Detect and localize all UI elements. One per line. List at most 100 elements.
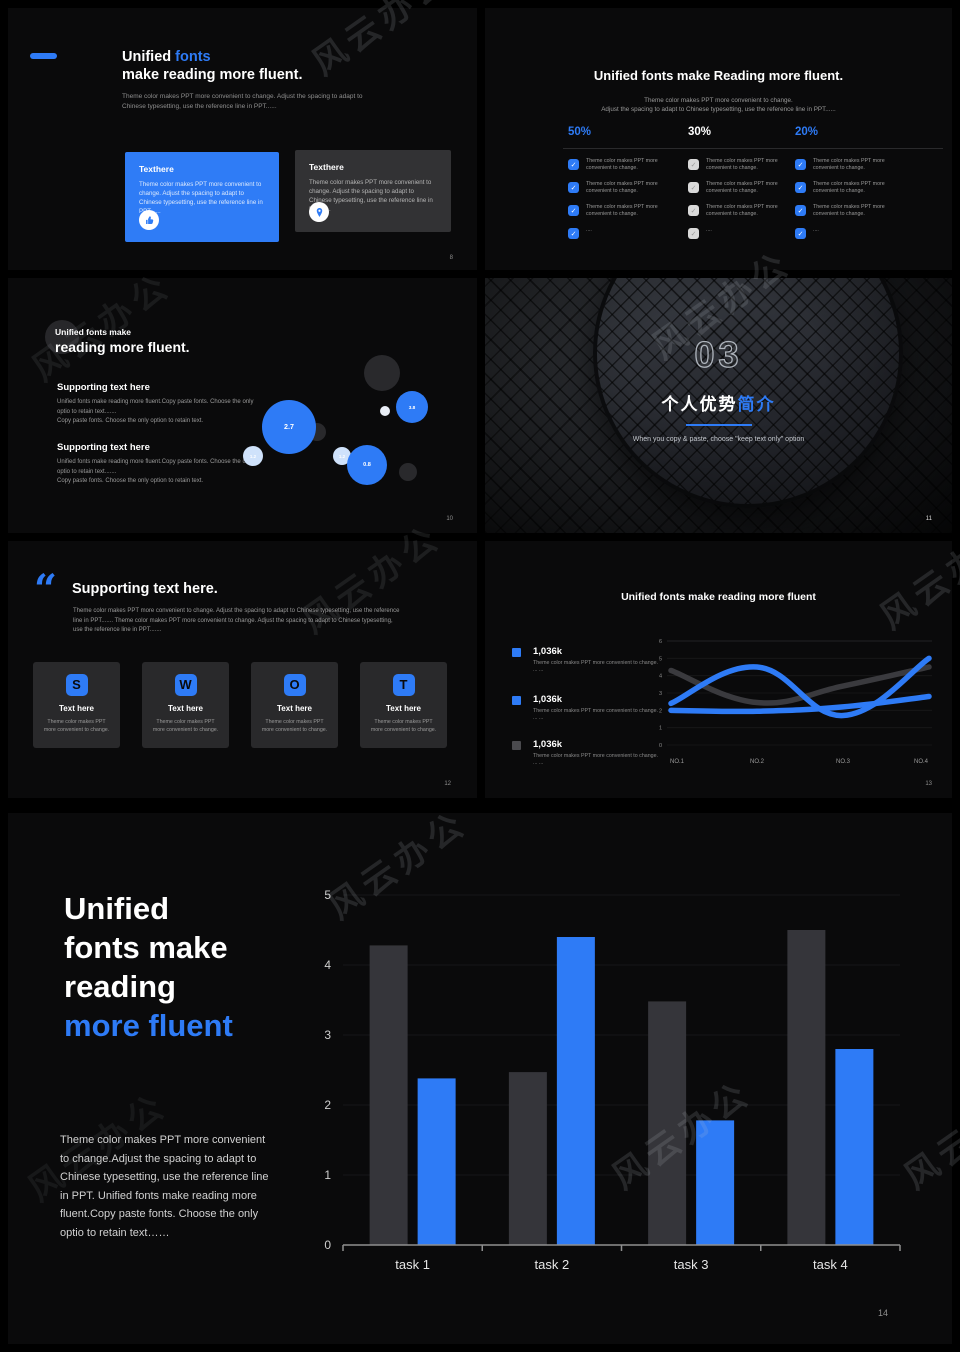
checkbox-icon: ✓ (568, 228, 579, 239)
legend-value: 1,036k (533, 694, 563, 705)
svg-text:1: 1 (659, 726, 662, 732)
legend-more: ... ... (533, 667, 544, 673)
bubble-decor (399, 463, 417, 481)
divider-line (563, 148, 943, 149)
slide-11[interactable]: 03 个人优势简介 When you copy & paste, choose … (485, 278, 952, 533)
legend-more: ... ... (533, 760, 544, 766)
bar-chart: 0 1 2 3 4 5 task 1 task 2 task 3 task 4 (324, 888, 901, 1272)
checklist-item: ✓.... (688, 227, 800, 239)
legend-more: ... ... (533, 715, 544, 721)
swot-card-t[interactable]: T Text here Theme color makes PPT more c… (360, 662, 447, 748)
section-body-line: Unified fonts make reading more fluent.C… (57, 459, 254, 475)
accent-dash (30, 53, 57, 59)
section-title: Supporting text here (57, 382, 150, 393)
thumbs-up-icon (139, 210, 159, 230)
checkbox-icon: ✓ (795, 159, 806, 170)
letter-badge: O (283, 674, 306, 696)
checklist-item: ✓ Theme color makes PPT more convenient t… (688, 158, 800, 172)
swot-card-s[interactable]: S Text here Theme color makes PPT more c… (33, 662, 120, 748)
checkbox-icon: ✓ (568, 182, 579, 193)
section-number: 03 (694, 333, 743, 375)
bubble-3.8: 3.8 (396, 391, 428, 423)
legend-body: Theme color makes PPT more convenient to… (533, 753, 659, 759)
card-title: Texthere (139, 164, 174, 174)
feature-card-dark[interactable]: Texthere Theme color makes PPT more conv… (295, 150, 451, 232)
checklist-item: ✓ Theme color makes PPT more convenient t… (568, 204, 680, 218)
bubble-2.7: 2.7 (262, 400, 316, 454)
subtitle-line1: Theme color makes PPT more convenient to… (644, 97, 793, 104)
slide-body-text: Theme color makes PPT more convenient to… (122, 93, 363, 110)
page-number: 8 (449, 255, 453, 261)
checklist-item: ✓ Theme color makes PPT more convenient t… (568, 181, 680, 195)
checklist-item: ✓ Theme color makes PPT more convenient t… (568, 158, 680, 172)
slide-body-text: Theme color makes PPT more convenient to… (73, 608, 400, 633)
legend-body: Theme color makes PPT more convenient to… (533, 660, 659, 666)
slide-title: Supporting text here. (72, 581, 218, 597)
title-blue: 简介 (737, 395, 776, 414)
vignette-overlay (485, 278, 952, 533)
slide-10[interactable]: Unified fonts make reading more fluent. … (8, 278, 477, 533)
svg-text:NO.1: NO.1 (670, 759, 685, 765)
svg-text:0: 0 (659, 743, 662, 749)
subtitle-line2: Adjust the spacing to adapt to Chinese t… (601, 106, 836, 113)
quote-icon: “ (34, 566, 58, 613)
checklist-item: ✓ Theme color makes PPT more convenient t… (795, 158, 907, 172)
title-line: fonts make (64, 930, 228, 965)
checklist-item: ✓ Theme color makes PPT more convenient t… (688, 181, 800, 195)
card-title: Text here (59, 704, 94, 713)
checkbox-icon: ✓ (795, 228, 806, 239)
checkbox-icon: ✓ (688, 205, 699, 216)
swot-card-o[interactable]: O Text here Theme color makes PPT more c… (251, 662, 338, 748)
checkbox-icon: ✓ (795, 205, 806, 216)
checkbox-icon: ✓ (688, 228, 699, 239)
section-body-line: Copy paste fonts. Choose the only option… (57, 418, 204, 424)
checklist-item: ✓ Theme color makes PPT more convenient t… (795, 204, 907, 218)
feature-card-blue[interactable]: Texthere Theme color makes PPT more conv… (125, 152, 279, 242)
title-line: reading (64, 969, 176, 1004)
percent-30: 30% (688, 126, 712, 138)
decor-circle (45, 320, 79, 354)
svg-text:1: 1 (324, 1168, 331, 1182)
title-blue: fonts (175, 49, 211, 65)
card-body: Theme color makes PPT more convenient to… (139, 181, 263, 215)
slide-14[interactable]: Unified fonts make reading more fluent T… (8, 813, 952, 1344)
svg-text:0: 0 (324, 1238, 331, 1252)
title-small: Unified fonts make (55, 327, 132, 337)
svg-text:NO.2: NO.2 (750, 759, 765, 765)
title-big: reading more fluent. (55, 339, 190, 355)
checklist-item: ✓.... (795, 227, 907, 239)
legend-value: 1,036k (533, 646, 563, 657)
legend-value: 1,036k (533, 739, 563, 750)
bubble-1.2: 1.2 (243, 446, 263, 466)
bubble-decor (380, 406, 390, 416)
letter-badge: T (392, 674, 415, 696)
slide-title: Unified fonts make reading more fluent. (122, 48, 303, 84)
svg-text:NO.4: NO.4 (914, 759, 929, 765)
legend-swatch-gray (512, 741, 521, 750)
page-number: 11 (925, 516, 932, 522)
legend-item: 1,036k Theme color makes PPT more conven… (512, 739, 662, 766)
svg-text:6: 6 (659, 639, 662, 645)
checkbox-icon: ✓ (568, 205, 579, 216)
legend-item: 1,036k Theme color makes PPT more conven… (512, 646, 662, 673)
caption-text: When you copy & paste, choose "keep text… (632, 436, 805, 443)
card-title: Texthere (309, 162, 344, 172)
card-title: Text here (168, 704, 203, 713)
swot-card-w[interactable]: W Text here Theme color makes PPT more c… (142, 662, 229, 748)
svg-text:task 2: task 2 (535, 1257, 570, 1272)
bubble-0.8: 0.8 (347, 445, 387, 485)
card-body: Theme color makes PPT more convenient to… (43, 719, 110, 733)
section-title-cn: 个人优势简介 (485, 390, 952, 415)
percent-20: 20% (795, 126, 819, 138)
letter-badge: S (65, 674, 88, 696)
slide-12[interactable]: “ Supporting text here. Theme color make… (8, 541, 477, 798)
svg-text:task 4: task 4 (813, 1257, 848, 1272)
checkbox-icon: ✓ (568, 159, 579, 170)
svg-text:5: 5 (324, 888, 331, 902)
slide-8[interactable]: Unified fonts make reading more fluent. … (8, 8, 477, 270)
checklist-item: ✓ Theme color makes PPT more convenient t… (688, 204, 800, 218)
svg-text:4: 4 (324, 958, 331, 972)
slide-13[interactable]: Unified fonts make reading more fluent 1… (485, 541, 952, 798)
slide-9[interactable]: Unified fonts make Reading more fluent. … (485, 8, 952, 270)
